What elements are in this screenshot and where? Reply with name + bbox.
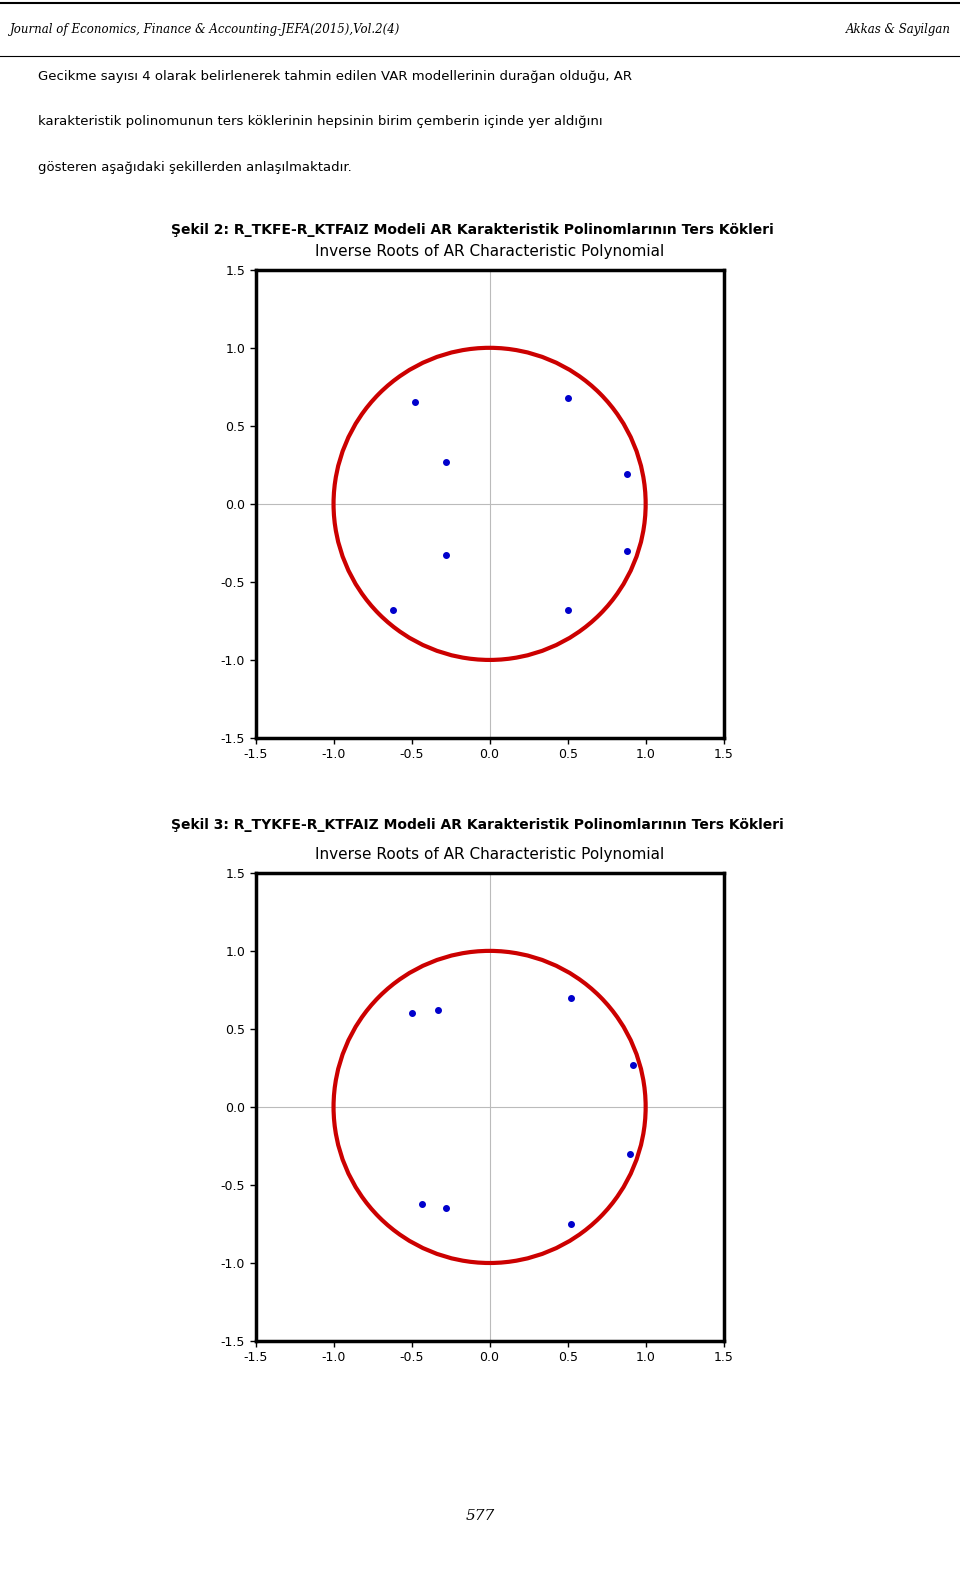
Text: Journal of Economics, Finance & Accounting-JEFA(2015),Vol.2(4): Journal of Economics, Finance & Accounti… bbox=[10, 22, 400, 37]
Text: Gecikme sayısı 4 olarak belirlenerek tahmin edilen VAR modellerinin durağan oldu: Gecikme sayısı 4 olarak belirlenerek tah… bbox=[38, 70, 633, 83]
Text: Akkas & Sayilgan: Akkas & Sayilgan bbox=[846, 22, 950, 37]
Text: gösteren aşağıdaki şekillerden anlaşılmaktadır.: gösteren aşağıdaki şekillerden anlaşılma… bbox=[38, 160, 352, 173]
Text: karakteristik polinomunun ters köklerinin hepsinin birim çemberin içinde yer ald: karakteristik polinomunun ters köklerini… bbox=[38, 114, 603, 127]
Text: Şekil 3: R_TYKFE-R_KTFAIZ Modeli AR Karakteristik Polinomlarının Ters Kökleri: Şekil 3: R_TYKFE-R_KTFAIZ Modeli AR Kara… bbox=[171, 819, 783, 832]
Text: Şekil 2: R_TKFE-R_KTFAIZ Modeli AR Karakteristik Polinomlarının Ters Kökleri: Şekil 2: R_TKFE-R_KTFAIZ Modeli AR Karak… bbox=[171, 222, 774, 236]
Title: Inverse Roots of AR Characteristic Polynomial: Inverse Roots of AR Characteristic Polyn… bbox=[315, 847, 664, 862]
Title: Inverse Roots of AR Characteristic Polynomial: Inverse Roots of AR Characteristic Polyn… bbox=[315, 244, 664, 259]
Text: 577: 577 bbox=[466, 1509, 494, 1522]
